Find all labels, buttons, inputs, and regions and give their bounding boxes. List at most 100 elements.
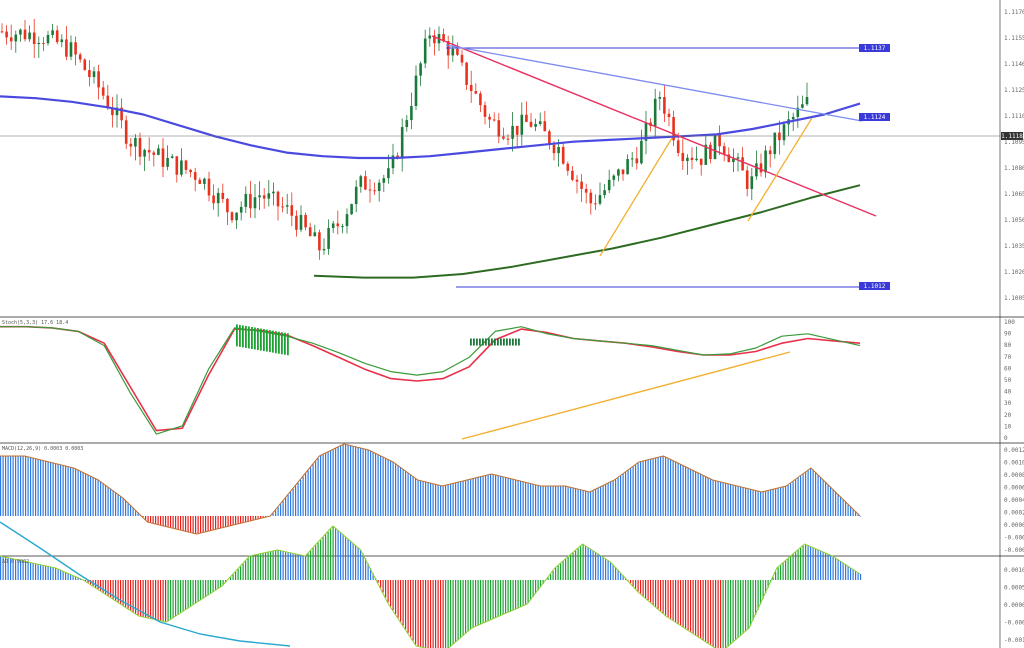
ao-panel[interactable] (0, 521, 862, 648)
ao-bar (5, 557, 7, 580)
ao-bar (202, 580, 204, 599)
candle-body (134, 137, 137, 147)
osc-trend-line (461, 351, 791, 440)
macd-bar (395, 463, 397, 516)
candle-body (736, 157, 740, 159)
candle-body (396, 155, 399, 158)
macd-bar (202, 516, 204, 533)
macd-tick-label: -0.0002 (1004, 535, 1024, 542)
macd-bar (0, 456, 2, 516)
macd-bar (297, 482, 299, 516)
ao-bar (190, 580, 192, 607)
macd-panel[interactable] (0, 443, 862, 535)
ao-bar (42, 565, 44, 580)
current-price-tag: 1.1118 (1001, 132, 1023, 140)
candle-body (755, 163, 758, 177)
price-panel[interactable]: 1.1137 1.1124 1.1012 1.1118 (0, 18, 1023, 290)
candle (377, 179, 381, 202)
macd-bar (332, 449, 334, 516)
ao-bar (645, 580, 647, 598)
candle-body (612, 175, 616, 180)
ao-bar (242, 563, 244, 580)
price-tag: 1.1124 (859, 113, 890, 121)
ao-bar (185, 580, 187, 610)
stoch-d-line (0, 325, 861, 432)
macd-bar (287, 494, 289, 516)
ao-bar (592, 550, 594, 580)
candle (414, 65, 418, 110)
candle (198, 177, 202, 184)
macd-bar (617, 477, 619, 516)
osc-bar (500, 338, 502, 346)
macd-bar (660, 456, 662, 516)
macd-bar (600, 486, 602, 516)
candle (368, 179, 372, 203)
candle-body (722, 146, 726, 155)
macd-bar (375, 453, 377, 516)
candle-body (377, 182, 381, 192)
macd-bar (465, 480, 467, 516)
oscillator-panel[interactable] (0, 324, 861, 440)
candle-body (511, 125, 514, 139)
osc-tick-label: 100 (1004, 319, 1015, 326)
price-tick-label: 1.1035 (1004, 243, 1024, 250)
ao-bar (847, 565, 849, 580)
candle-body (37, 42, 41, 45)
ao-bar (287, 552, 289, 580)
candle (345, 208, 349, 234)
macd-bar (710, 478, 712, 516)
candle-body (442, 34, 445, 42)
ao-bar (97, 580, 99, 590)
ao-bar (820, 550, 822, 580)
candle (152, 150, 156, 167)
candle-body (189, 169, 192, 173)
ao-bar (842, 562, 844, 580)
osc-bar (263, 329, 265, 352)
candle (37, 36, 41, 58)
candle-body (626, 159, 629, 175)
candle (764, 145, 767, 178)
ao-bar (162, 580, 164, 622)
candle (42, 36, 45, 52)
ao-bar (852, 569, 854, 580)
ao-bar (277, 550, 279, 580)
candle-body (451, 48, 455, 56)
ao-bar (567, 557, 569, 580)
macd-bar (522, 481, 524, 516)
candle-body (285, 205, 289, 207)
candle-body (534, 124, 537, 127)
ao-bar (220, 580, 222, 588)
macd-bar (340, 445, 342, 516)
ao-bar (275, 550, 277, 580)
macd-bar (367, 449, 369, 516)
macd-bar (820, 476, 822, 516)
macd-bar (2, 456, 4, 516)
ao-bar (440, 580, 442, 648)
candle-body (382, 178, 386, 183)
ao-bar (435, 580, 437, 648)
candle-body (594, 203, 597, 205)
macd-bar (640, 461, 642, 516)
candle (607, 169, 611, 194)
price-tag-label: 1.1012 (864, 283, 886, 290)
macd-bar (517, 480, 519, 516)
ao-bar (385, 580, 387, 598)
macd-bar (205, 516, 207, 532)
macd-bar (167, 516, 169, 527)
candle-body (543, 121, 547, 132)
ao-bar (577, 548, 579, 580)
candle-body (295, 215, 298, 230)
macd-bar (432, 483, 434, 516)
ao-bar (195, 580, 197, 604)
ao-bar (232, 574, 234, 580)
macd-bar (15, 456, 17, 516)
macd-bar (310, 467, 312, 516)
candle (755, 150, 758, 180)
macd-bar (775, 488, 777, 516)
macd-bar (602, 485, 604, 516)
ao-bar (12, 558, 14, 580)
osc-bar (281, 332, 283, 355)
candle (704, 135, 708, 165)
macd-bar (622, 473, 624, 516)
